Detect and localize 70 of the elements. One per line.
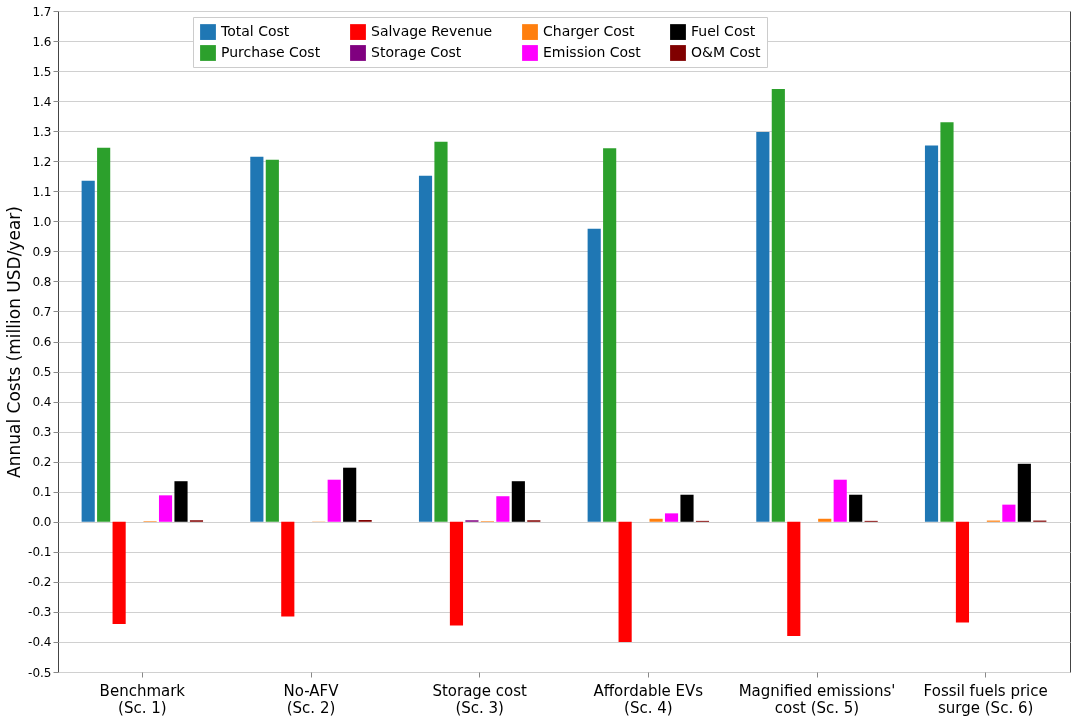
bar	[343, 467, 357, 522]
y-tick-label: -0.1	[28, 545, 52, 560]
bar	[955, 521, 970, 623]
y-tick-label: 1.3	[32, 124, 52, 139]
bar	[81, 180, 95, 522]
y-tick-label: 0.9	[32, 244, 52, 259]
y-tick-label: 0.3	[32, 425, 52, 440]
y-tick-label: 1.7	[32, 4, 52, 19]
bar	[158, 495, 173, 522]
bar	[265, 159, 279, 522]
legend-label: Salvage Revenue	[371, 23, 493, 40]
bar	[680, 494, 694, 522]
legend-label: Storage Cost	[371, 44, 462, 60]
bar	[418, 175, 433, 522]
y-tick-label: 0.0	[32, 515, 52, 530]
bar	[924, 145, 939, 522]
y-tick-label: 0.5	[32, 365, 52, 380]
bar	[511, 481, 525, 522]
y-tick-label: 0.6	[32, 335, 52, 349]
y-tick-label: 0.7	[32, 304, 52, 319]
legend-label: Total Cost	[220, 23, 290, 40]
y-tick-label: 1.6	[32, 34, 52, 49]
bar	[174, 481, 188, 522]
bar	[664, 513, 679, 522]
y-tick-label: 1.1	[32, 184, 52, 199]
bar	[756, 132, 770, 522]
bar	[112, 521, 126, 624]
y-axis-title: Annual Costs (million USD/year)	[4, 206, 25, 478]
bar	[618, 521, 632, 642]
legend-label: Charger Cost	[543, 23, 636, 40]
legend-label: O&M Cost	[691, 44, 762, 60]
bar	[649, 518, 663, 522]
bar	[849, 494, 863, 522]
x-tick-label: Affordable EVs (Sc. 4)	[593, 681, 704, 717]
y-tick-label: 0.1	[32, 485, 52, 500]
legend-label: Fuel Cost	[691, 23, 756, 40]
bar	[449, 521, 464, 626]
legend-label: Emission Cost	[543, 44, 642, 60]
x-tick-label: No-AFV (Sc. 2)	[283, 681, 340, 717]
y-tick-label: 1.4	[32, 94, 52, 109]
bar	[434, 141, 448, 522]
y-tick-label: 0.8	[32, 274, 52, 289]
y-tick-label: 1.5	[32, 64, 52, 79]
bar	[587, 228, 601, 522]
bar	[771, 89, 785, 522]
bar	[97, 147, 111, 522]
bar	[818, 518, 832, 522]
bar	[1002, 504, 1016, 522]
bar	[787, 521, 801, 636]
y-tick-label: -0.3	[28, 605, 52, 620]
bar	[1017, 463, 1031, 522]
y-tick-label: 0.2	[32, 455, 52, 470]
bar	[603, 148, 617, 522]
legend-label: Purchase Cost	[221, 44, 321, 60]
y-tick-label: -0.2	[28, 575, 52, 590]
y-tick-label: 1.0	[32, 214, 52, 229]
y-tick-label: -0.5	[28, 665, 52, 680]
x-tick-label: Storage cost (Sc. 3)	[432, 681, 528, 717]
y-tick-label: 1.2	[32, 154, 52, 169]
y-tick-label: 0.4	[32, 395, 52, 410]
bar	[496, 496, 510, 522]
bar	[281, 521, 295, 617]
bar	[327, 479, 341, 522]
bar	[940, 122, 954, 522]
y-tick-label: -0.4	[28, 635, 52, 650]
x-tick-label: Benchmark (Sc. 1)	[99, 681, 186, 717]
x-tick-label: Fossil fuels price surge (Sc. 6)	[923, 681, 1048, 717]
bar	[833, 479, 847, 522]
x-tick-label: Magnified emissions' cost (Sc. 5)	[738, 681, 896, 717]
bar	[250, 156, 264, 522]
